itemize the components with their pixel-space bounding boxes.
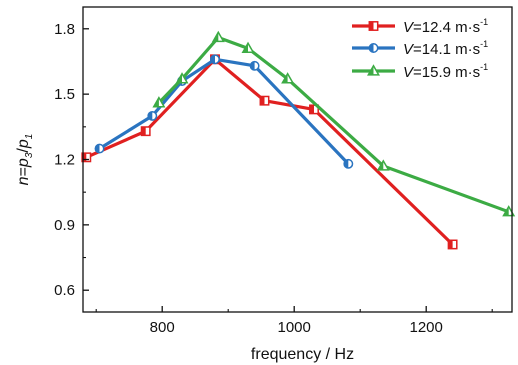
data-point (447, 239, 458, 250)
x-axis-title: frequency / Hz (251, 346, 354, 363)
legend-marker-shape (367, 64, 380, 76)
legend-label-15-9-v: V (403, 64, 415, 81)
legend-label-14-1-sup: -1 (480, 39, 488, 49)
legend-marker-14-1 (368, 43, 379, 53)
data-point (376, 159, 390, 171)
legend: V=12.4 m·s-1 V=14.1 m·s-1 V=15.9 m·s-1 (352, 17, 488, 81)
y-axis-title-slash: / (15, 148, 32, 153)
legend-marker-shape (368, 43, 379, 53)
y-axis-title: n=p3/p1 (15, 134, 35, 186)
y-axis-title-n: n (15, 176, 32, 185)
data-point (281, 72, 295, 84)
legend-label-15-9-rest: =15.9 m·s (413, 64, 480, 81)
y-tick-label: 0.9 (54, 217, 75, 234)
y-tick-label: 1.2 (54, 152, 75, 169)
legend-label-15-9-sup: -1 (480, 62, 488, 72)
tick-layer: 800 1000 1200 0.6 0.9 1.2 1.5 1.8 (54, 21, 493, 336)
legend-marker-12-4 (368, 21, 379, 31)
legend-marker-shape (368, 21, 379, 31)
legend-label-14-1-rest: =14.1 m·s (413, 41, 480, 58)
y-axis-title-p1: p (15, 139, 32, 149)
y-tick-label: 1.8 (54, 21, 75, 38)
y-tick-label: 0.6 (54, 282, 75, 299)
data-point (249, 60, 260, 71)
legend-entry-12-4: V=12.4 m·s-1 (352, 17, 488, 36)
legend-marker-15-9 (367, 64, 380, 76)
data-point (94, 143, 105, 154)
x-tick-label: 800 (150, 319, 175, 336)
data-point (81, 152, 92, 163)
data-point (147, 110, 158, 121)
data-point (241, 41, 255, 54)
data-point (502, 205, 516, 217)
legend-entry-14-1: V=14.1 m·s-1 (352, 39, 488, 58)
legend-label-12-4-v: V (403, 19, 415, 36)
data-point (175, 72, 189, 84)
series-line (98, 57, 350, 166)
data-point (343, 158, 354, 169)
legend-label-12-4-rest: =12.4 m·s (413, 19, 480, 36)
legend-label-14-1: V=14.1 m·s-1 (403, 39, 488, 58)
data-point (259, 95, 270, 106)
legend-entry-15-9: V=15.9 m·s-1 (352, 62, 488, 81)
series-0 (81, 54, 458, 250)
x-tick-label: 1000 (278, 319, 311, 336)
data-point (210, 54, 220, 65)
legend-label-12-4-sup: -1 (480, 17, 488, 27)
series-2 (152, 30, 516, 217)
legend-label-12-4: V=12.4 m·s-1 (403, 17, 488, 36)
data-point (309, 104, 319, 115)
y-axis-title-eq: = (15, 167, 32, 176)
y-axis-title-sub3: 3 (24, 152, 35, 158)
data-point (211, 30, 225, 43)
series-line (85, 57, 454, 246)
y-axis-title-sub1: 1 (24, 134, 35, 140)
data-point (152, 96, 166, 108)
legend-label-15-9: V=15.9 m·s-1 (403, 62, 488, 81)
data-point (140, 126, 151, 137)
y-axis-title-p3: p (15, 158, 32, 168)
legend-label-14-1-v: V (403, 41, 415, 58)
y-tick-label: 1.5 (54, 86, 75, 103)
series-layer (81, 30, 516, 250)
x-tick-label: 1200 (410, 319, 443, 336)
